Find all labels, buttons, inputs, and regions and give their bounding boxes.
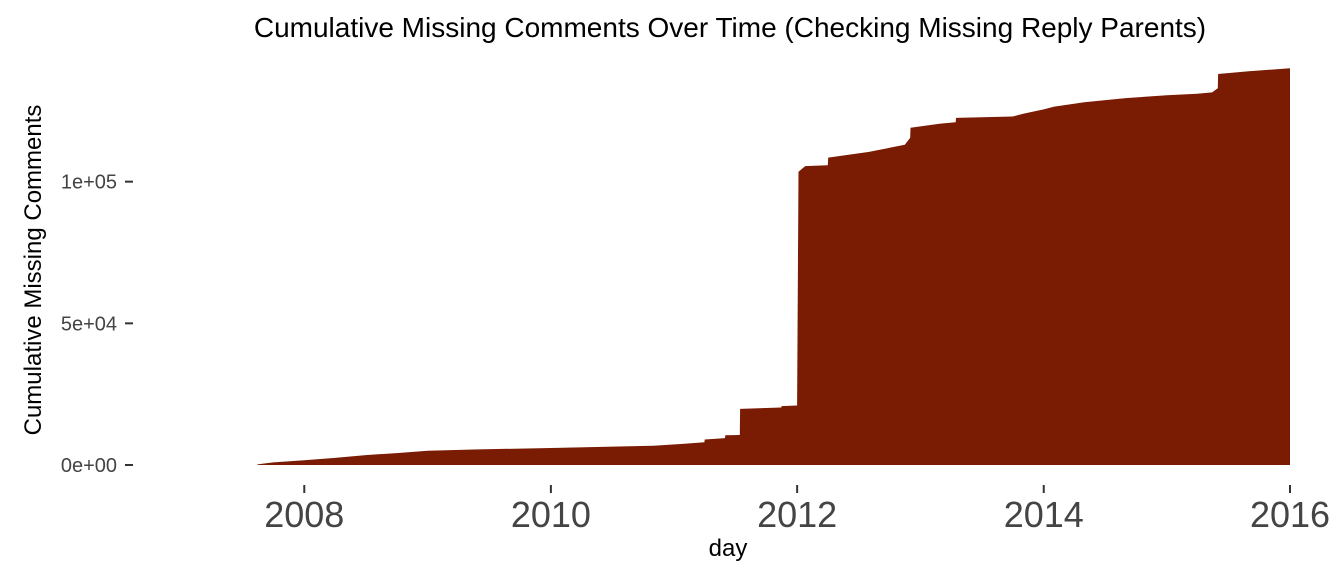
x-axis-title: day	[709, 535, 748, 562]
cumulative-area	[257, 68, 1290, 466]
x-tick-label: 2008	[264, 494, 344, 535]
y-axis: 0e+00 5e+04 1e+05	[61, 172, 133, 477]
chart-title: Cumulative Missing Comments Over Time (C…	[253, 12, 1207, 43]
x-tick-label: 2014	[1004, 494, 1084, 535]
x-tick-label: 2016	[1250, 494, 1330, 535]
y-tick-label: 5e+04	[61, 313, 117, 335]
x-axis: 2008 2010 2012 2014 2016	[264, 485, 1330, 535]
y-tick-label: 0e+00	[61, 455, 117, 477]
area-layer	[257, 68, 1290, 466]
y-tick-label: 1e+05	[61, 172, 117, 194]
x-tick-label: 2012	[757, 494, 837, 535]
x-tick-label: 2010	[511, 494, 591, 535]
y-axis-title: Cumulative Missing Comments	[20, 105, 47, 436]
